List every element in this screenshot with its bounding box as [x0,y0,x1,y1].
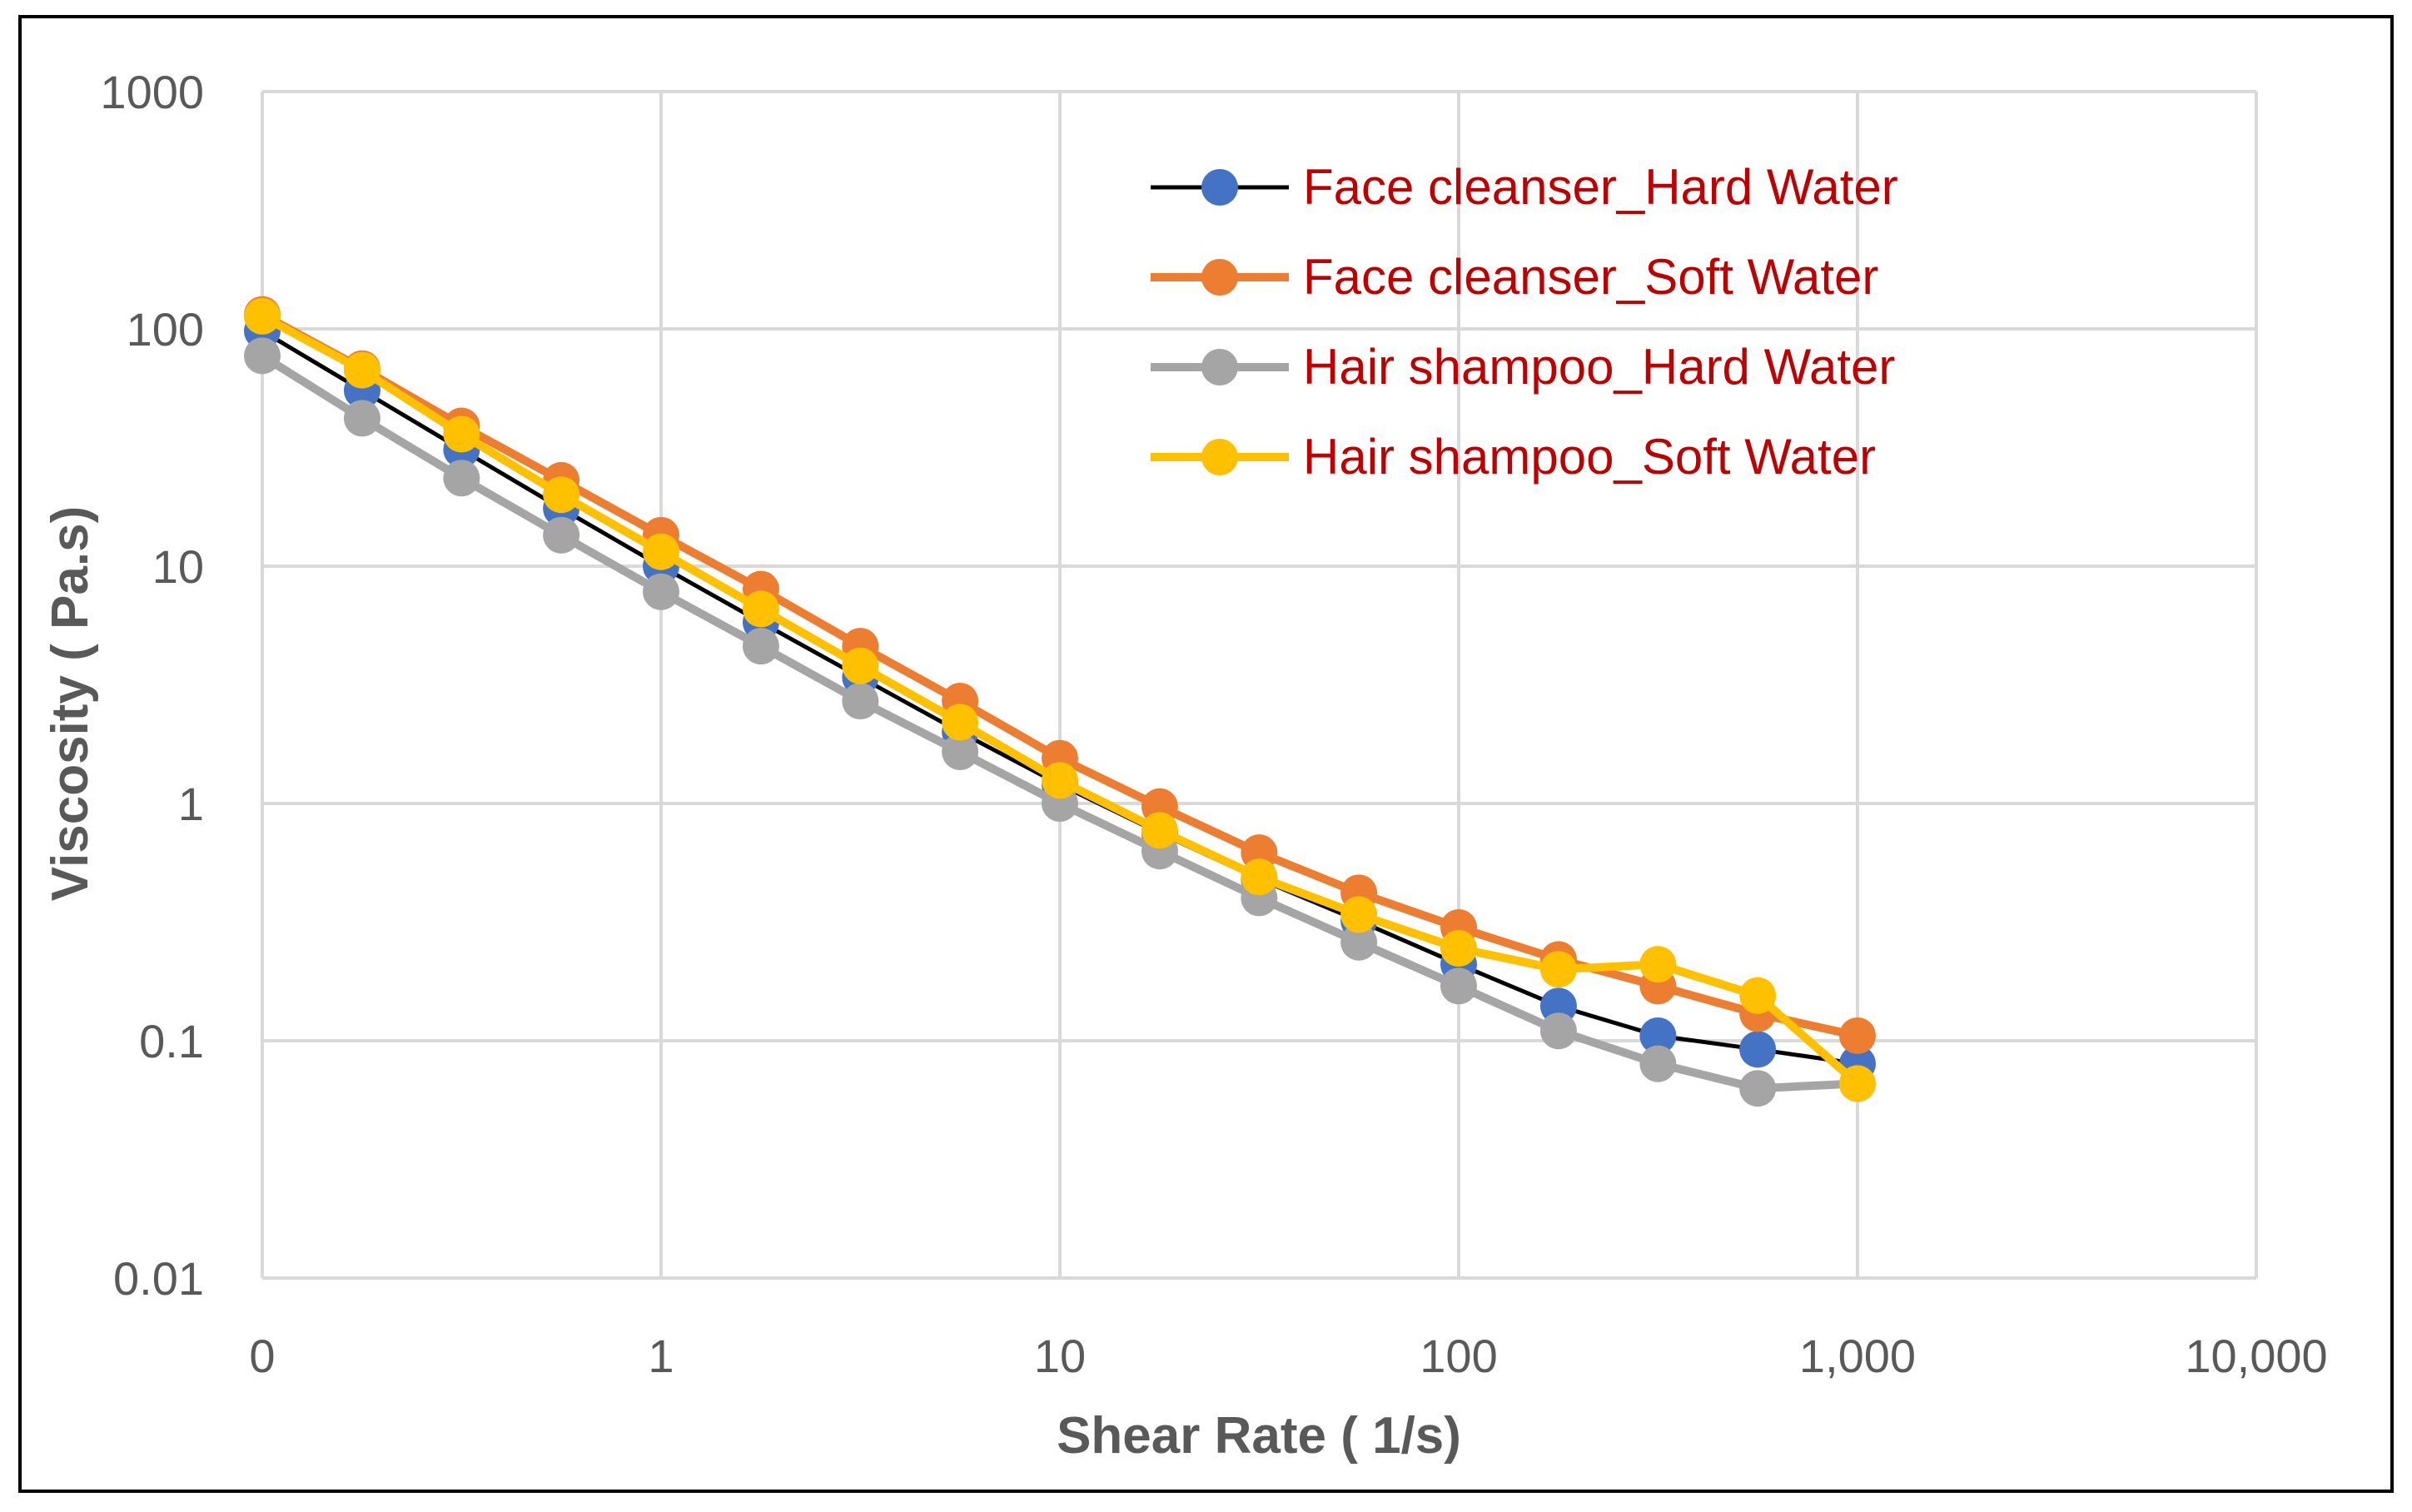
series-3 [244,297,1876,1102]
data-point [443,415,480,453]
data-point [842,647,879,684]
x-tick-label: 10 [1034,1330,1086,1382]
data-point [1141,812,1178,849]
data-point [443,460,480,497]
legend-marker [1201,259,1238,296]
legend-label: Face cleanser_Soft Water [1303,249,1878,305]
x-tick-label: 100 [1420,1330,1497,1382]
data-point [1440,930,1477,967]
y-tick-label: 1000 [100,66,204,118]
data-point [742,628,779,665]
data-point [343,400,380,437]
legend: Face cleanser_Hard Water Face cleanser_So… [1151,159,1898,485]
tick-labels: 0 1 10 100 1,000 10,000 0.01 0.1 1 10 100 1000 [100,66,2327,1382]
legend-marker [1201,349,1238,385]
y-tick-label: 0.1 [139,1015,204,1067]
data-point [942,704,979,741]
data-point [742,590,779,628]
x-axis-title: Shear Rate ( 1/s) [1057,1407,1461,1465]
x-tick-label: 1,000 [1799,1330,1916,1382]
legend-entry: Face cleanser_Hard Water [1151,159,1898,215]
data-point [1241,858,1278,896]
y-tick-label: 10 [152,540,204,593]
data-point [1539,951,1577,988]
data-point [543,476,580,514]
data-point [1440,967,1477,1005]
chart-border [18,15,2394,1493]
y-tick-label: 100 [127,303,204,356]
x-tick-label: 10,000 [2185,1330,2327,1382]
legend-marker [1201,169,1238,206]
data-point [1340,896,1378,933]
data-point [244,297,281,335]
series [244,296,1876,1107]
y-tick-label: 1 [178,778,204,830]
data-point [1639,1017,1677,1054]
legend-label: Hair shampoo_Soft Water [1303,429,1876,485]
legend-label: Face cleanser_Hard Water [1303,159,1898,215]
x-tick-label: 0 [249,1330,275,1382]
y-axis-title: Viscosity ( Pa.s) [42,506,99,901]
data-point [1839,1065,1876,1102]
data-point [1340,923,1378,961]
legend-label: Hair shampoo_Hard Water [1303,339,1895,395]
data-point [643,533,679,570]
data-point [343,351,380,389]
y-tick-label: 0.01 [113,1252,204,1305]
data-point [1739,977,1777,1014]
data-point [942,734,979,771]
data-point [1639,946,1677,983]
legend-entry: Face cleanser_Soft Water [1151,249,1878,305]
data-point [643,573,679,610]
grid [261,90,2258,1280]
data-point [1539,1012,1577,1050]
data-point [1042,762,1078,799]
data-point [1839,1017,1876,1054]
legend-entry: Hair shampoo_Hard Water [1151,339,1895,395]
data-point [1639,1045,1677,1082]
x-tick-label: 1 [648,1330,674,1382]
legend-marker [1201,439,1238,475]
data-point [244,337,281,375]
data-point [543,516,580,554]
data-point [842,683,879,720]
data-point [1739,1070,1777,1107]
legend-entry: Hair shampoo_Soft Water [1151,429,1876,485]
data-point [1739,1031,1777,1068]
